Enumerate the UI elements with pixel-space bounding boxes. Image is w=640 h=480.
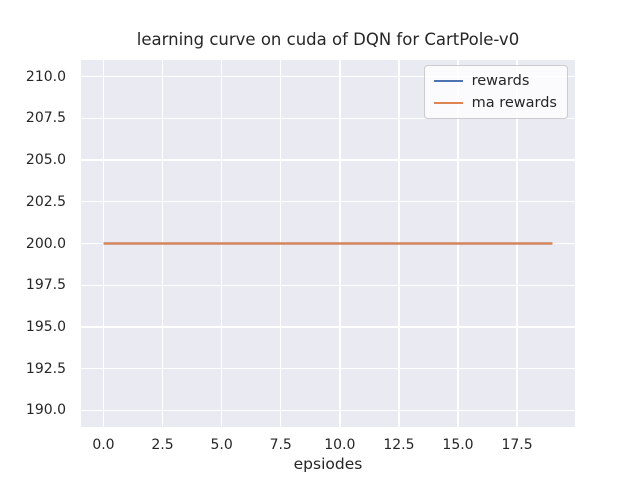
y-tick-label: 207.5 — [25, 110, 66, 127]
plot-area: rewards ma rewards — [81, 60, 575, 427]
gridline-horizontal — [81, 284, 575, 286]
gridline-horizontal — [81, 201, 575, 203]
gridline-horizontal — [81, 367, 575, 370]
gridline-horizontal — [81, 159, 575, 161]
gridline-horizontal — [81, 117, 575, 120]
x-axis-label: epsiodes — [293, 455, 363, 473]
legend-label-rewards: rewards — [471, 73, 530, 89]
x-tick-label: 2.5 — [151, 437, 174, 453]
y-tick-label: 210.0 — [25, 68, 66, 85]
y-tick-label: 195.0 — [25, 318, 66, 335]
gridline-horizontal — [81, 326, 575, 328]
y-tick-label: 190.0 — [25, 402, 66, 419]
series-lines — [103, 242, 553, 245]
legend-label-ma-rewards: ma rewards — [471, 95, 557, 111]
x-tick-label: 0.0 — [92, 437, 115, 453]
gridline-horizontal — [81, 409, 575, 411]
x-tick-label: 5.0 — [210, 437, 233, 453]
x-tick-label: 17.5 — [501, 437, 533, 453]
y-tick-label: 205.0 — [25, 152, 66, 169]
y-tick-label: 197.5 — [25, 277, 66, 294]
y-tick-label: 200.0 — [25, 235, 66, 252]
gridline-horizontal — [81, 75, 575, 78]
legend: rewards ma rewards — [423, 65, 568, 119]
x-tick-label: 15.0 — [442, 437, 474, 453]
chart-title: learning curve on cuda of DQN for CartPo… — [136, 30, 520, 49]
legend-entry-rewards: rewards — [433, 70, 557, 92]
y-tick-label: 202.5 — [25, 193, 66, 210]
legend-line-sample-rewards — [433, 79, 463, 83]
y-tick-label: 192.5 — [25, 360, 66, 377]
legend-line-sample-ma-rewards — [433, 101, 463, 105]
x-tick-label: 7.5 — [269, 437, 292, 453]
legend-entry-ma-rewards: ma rewards — [433, 92, 557, 114]
x-tick-label: 10.0 — [324, 437, 356, 453]
x-tick-label: 12.5 — [383, 437, 415, 453]
